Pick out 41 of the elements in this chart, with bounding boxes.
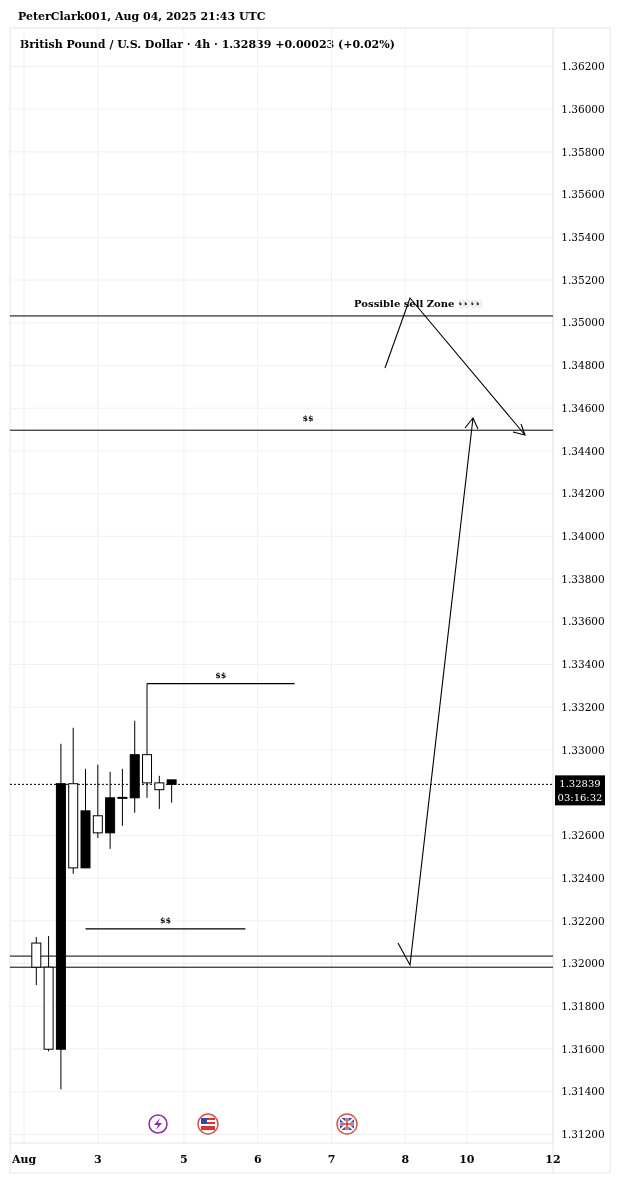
chart-subtitle: PeterClark001, Aug 04, 2025 21:43 UTC (18, 10, 266, 23)
x-tick-label: 10 (459, 1153, 475, 1166)
y-tick-label: 1.36000 (561, 102, 605, 115)
y-tick-label: 1.33800 (561, 572, 605, 585)
y-tick-label: 1.33200 (561, 700, 605, 713)
y-tick-label: 1.35800 (561, 145, 605, 158)
y-tick-label: 1.35400 (561, 231, 605, 243)
y-tick-label: 1.36200 (561, 60, 605, 73)
y-tick-label: 1.34200 (561, 487, 605, 500)
y-tick-label: 1.31800 (561, 999, 605, 1012)
x-tick-label: 5 (180, 1153, 188, 1166)
y-tick-label: 1.31400 (561, 1085, 605, 1098)
y-tick-label: 1.33000 (561, 743, 605, 756)
x-tick-label: 8 (401, 1153, 410, 1166)
annotation: $$ (215, 669, 227, 680)
y-tick-label: 1.32200 (561, 914, 605, 927)
y-tick-label: 1.35600 (561, 188, 605, 201)
y-tick-label: 1.33600 (561, 615, 605, 628)
y-tick-label: 1.32600 (561, 829, 605, 842)
y-tick-label: 1.32400 (561, 871, 605, 884)
annotation: $$ (159, 914, 172, 925)
text: British Pound / U.S. Dollar · 4h · 1.32839 +0.00023 (+0.02%) (20, 38, 395, 51)
text: 03:16:32 (557, 792, 603, 804)
y-tick-label: 1.31200 (561, 1128, 605, 1141)
x-tick-label: Aug (10, 1153, 37, 1166)
ref-line-label: $$ (302, 413, 314, 424)
x-tick-label: 7 (327, 1153, 336, 1166)
y-tick-label: 1.34800 (561, 359, 605, 372)
x-tick-label: 3 (93, 1153, 102, 1166)
candlestick (154, 775, 165, 810)
x-tick-label: 12 (545, 1153, 561, 1166)
y-tick-label: 1.34600 (561, 401, 605, 414)
x-tick-label: 6 (253, 1153, 262, 1166)
y-tick-label: 1.35000 (561, 316, 605, 329)
y-tick-label: 1.33400 (561, 658, 605, 671)
y-tick-label: 1.31600 (561, 1042, 605, 1055)
ref-line-label: 1.32839 (559, 778, 601, 790)
y-tick-label: 1.34400 (561, 444, 605, 457)
y-tick-label: 1.32000 (561, 957, 605, 970)
y-tick-label: 1.34000 (561, 530, 605, 543)
y-tick-label: 1.35200 (561, 273, 605, 286)
